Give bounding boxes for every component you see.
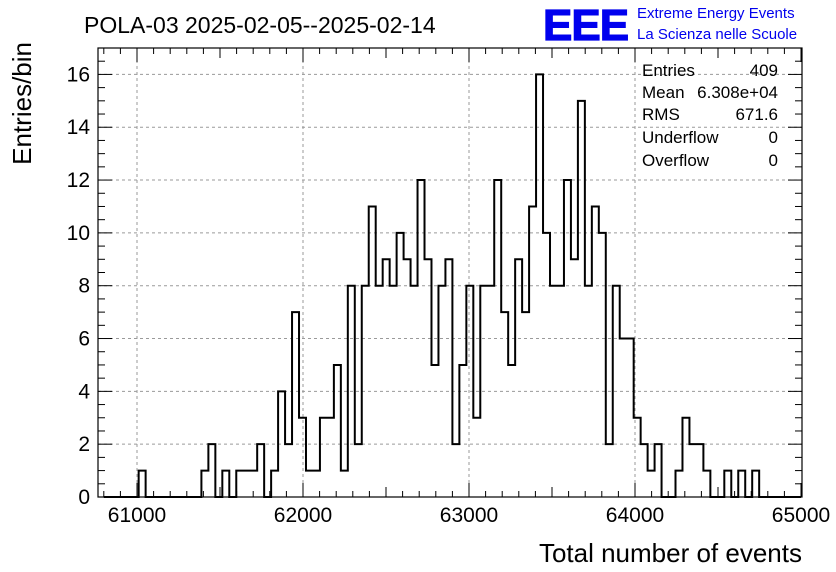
y-tick-labels: 0 2 4 6 8 10 12 14 16	[67, 63, 91, 509]
y-tick-label: 16	[67, 63, 90, 86]
eee-logo-mark: EEE	[543, 1, 628, 50]
stats-entries-label: Entries	[642, 61, 695, 80]
x-tick-label: 65000	[772, 504, 830, 527]
stats-underflow-value: 0	[769, 128, 778, 147]
y-tick-label: 4	[78, 380, 90, 403]
y-tick-label: 12	[67, 169, 90, 192]
y-tick-label: 10	[67, 222, 90, 245]
x-axis-label: Total number of events	[539, 538, 802, 568]
stats-mean-label: Mean	[642, 83, 685, 102]
axis-ticks	[98, 47, 802, 498]
plot-frame	[97, 47, 803, 498]
chart-title: POLA-03 2025-02-05--2025-02-14	[84, 12, 436, 38]
x-tick-labels: 61000 62000 63000 64000 65000	[108, 504, 830, 527]
grid-lines	[98, 48, 802, 497]
stats-box: Entries 409 Mean 6.308e+04 RMS 671.6 Und…	[642, 61, 778, 170]
y-tick-label: 6	[78, 328, 90, 351]
stats-entries-value: 409	[750, 61, 778, 80]
x-tick-label: 61000	[108, 504, 166, 527]
y-tick-label: 0	[78, 486, 90, 509]
stats-rms-value: 671.6	[735, 105, 778, 124]
stats-mean-value: 6.308e+04	[697, 83, 778, 102]
y-tick-label: 14	[67, 116, 91, 139]
eee-logo: EEE Extreme Energy Events La Scienza nel…	[542, 0, 797, 50]
x-tick-label: 63000	[440, 504, 498, 527]
stats-rms-label: RMS	[642, 105, 680, 124]
x-tick-label: 64000	[606, 504, 664, 527]
y-tick-label: 2	[78, 433, 90, 456]
x-tick-label: 62000	[274, 504, 332, 527]
stats-overflow-label: Overflow	[642, 151, 710, 170]
stats-underflow-label: Underflow	[642, 128, 719, 147]
stats-overflow-value: 0	[769, 151, 778, 170]
eee-logo-line2: La Scienza nelle Scuole	[637, 26, 797, 43]
histogram-outline	[103, 73, 801, 498]
y-axis-label: Entries/bin	[7, 42, 37, 165]
eee-logo-line1: Extreme Energy Events	[637, 5, 795, 22]
y-tick-label: 8	[78, 275, 90, 298]
